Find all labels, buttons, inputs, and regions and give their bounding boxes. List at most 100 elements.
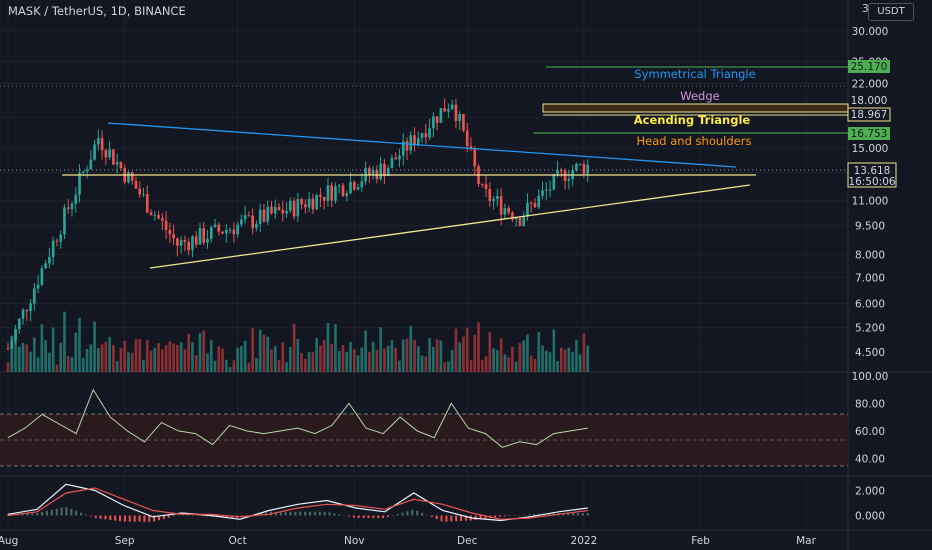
candle-body [514, 217, 518, 220]
candle-body [409, 135, 413, 151]
volume-bar [108, 337, 111, 372]
candle-body [262, 209, 266, 222]
macd-histogram-bar [172, 515, 175, 517]
macd-histogram-bar [279, 511, 282, 516]
volume-bar [266, 336, 270, 372]
volume-bar [420, 355, 424, 372]
candle-body [586, 164, 589, 174]
candle-body [499, 195, 503, 215]
candle-body [311, 198, 315, 210]
macd-histogram-bar [343, 515, 346, 516]
macd-histogram-bar [294, 511, 297, 516]
candle-body [277, 206, 281, 210]
candle-body [273, 206, 277, 214]
volume-bar [556, 361, 559, 372]
currency-button[interactable]: USDT [868, 3, 914, 21]
candle-body [142, 194, 145, 196]
macd-histogram-bar [196, 515, 199, 516]
volume-bar [191, 342, 194, 372]
volume-bar [458, 342, 462, 372]
macd-histogram-bar [372, 515, 375, 518]
volume-bar [465, 327, 469, 372]
candle-body [48, 257, 51, 264]
candle-body [240, 219, 243, 225]
candle-body [518, 217, 522, 226]
macd-histogram-bar [289, 511, 292, 516]
macd-histogram-bar [109, 515, 112, 520]
candle-body [420, 133, 424, 138]
macd-histogram-bar [513, 515, 516, 516]
macd-histogram-bar [128, 515, 131, 522]
rsi-tick-label: 60.00 [855, 426, 885, 438]
candle-body [130, 172, 134, 181]
price-axis[interactable]: 30.00025.00022.00018.00015.00013.00011.0… [852, 26, 889, 359]
trendline-yellow-ascending[interactable] [149, 184, 751, 269]
candle-body [511, 212, 514, 220]
wedge-zone-rectangle[interactable] [542, 103, 849, 113]
macd-histogram-bar [304, 511, 307, 516]
price-label-wedge-lower: 18.000 [851, 95, 888, 107]
candle-body [337, 185, 341, 187]
volume-bar [405, 338, 409, 372]
volume-bar [390, 340, 394, 372]
volume-bar [36, 357, 40, 372]
candle-body [251, 215, 254, 229]
candle-body [541, 190, 544, 196]
candle-body [202, 228, 206, 243]
trendline-blue-descending[interactable] [107, 122, 737, 168]
volume-bar [548, 352, 552, 372]
volume-bar [232, 360, 236, 372]
candle-body [127, 172, 130, 183]
volume-bar [364, 330, 367, 372]
price-axis-top-value: 3 [862, 3, 869, 15]
macd-histogram-bar [36, 512, 39, 516]
candle-body [17, 318, 21, 329]
candle-body [345, 193, 349, 196]
time-tick-label: Nov [344, 535, 365, 547]
symbol-title[interactable]: MASK / TetherUS, 1D, BINANCE [8, 4, 186, 18]
candle-body [138, 188, 142, 195]
time-axis[interactable]: Aug Sep Oct Nov Dec 2022 Feb Mar [0, 535, 817, 547]
candle-body [164, 220, 168, 230]
candle-body [6, 348, 10, 350]
volume-bar [25, 344, 29, 372]
rsi-axis[interactable]: 100.00 80.00 60.00 40.00 [852, 371, 889, 465]
macd-histogram-bar [464, 515, 467, 521]
candle-body [119, 162, 123, 169]
candle-body [176, 238, 179, 246]
last-price-countdown: 16:50:06 [848, 176, 895, 188]
candle-body [51, 240, 55, 258]
volume-bar [529, 355, 533, 372]
price-tick-label: 9.500 [855, 221, 885, 233]
macd-histogram-bar [89, 515, 92, 517]
macd-histogram-bar [201, 515, 204, 517]
candle-body [134, 180, 138, 189]
candle-body [255, 223, 258, 229]
macd-axis[interactable]: 2.000 0.000 [855, 486, 885, 523]
volume-bar [352, 349, 356, 372]
candle-body [225, 229, 228, 234]
volume-bar [582, 333, 586, 372]
volume-bar [462, 336, 465, 372]
volume-bar [236, 347, 239, 372]
candle-body [281, 209, 285, 214]
volume-bar [552, 329, 556, 372]
volume-bars [6, 311, 589, 372]
macd-histogram-bar [382, 515, 385, 518]
candle-body [228, 229, 232, 231]
volume-bar [281, 342, 285, 372]
macd-histogram-bar [299, 511, 302, 516]
candle-body [217, 224, 221, 232]
candle-body [221, 231, 224, 234]
volume-bar [541, 345, 544, 372]
candle-body [14, 328, 17, 341]
candle-body [149, 212, 153, 216]
candle-body [97, 138, 100, 145]
candle-body [243, 215, 247, 220]
macd-histogram-bar [377, 515, 380, 518]
macd-histogram-bar [323, 511, 326, 516]
volume-bar [439, 340, 443, 372]
candle-body [469, 146, 473, 149]
candle-body [319, 194, 322, 197]
